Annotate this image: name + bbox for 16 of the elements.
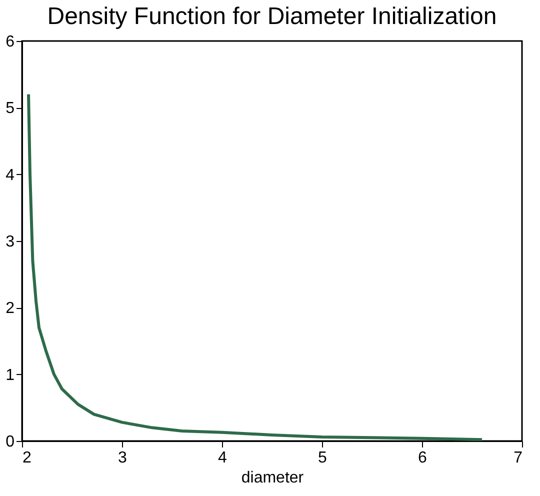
x-tick-label: 3 [118,450,128,466]
x-tick-label: 2 [22,450,32,466]
x-axis-title: diameter [241,470,304,486]
y-tick-label: 4 [6,166,15,184]
chart-title: Density Function for Diameter Initialization [47,3,497,30]
x-tick-label: 6 [418,450,428,466]
y-tick-label: 5 [6,100,15,118]
x-tick-label: 7 [514,450,523,466]
y-tick-label: 6 [6,34,15,50]
y-tick-label: 2 [6,300,15,318]
x-tick-label: 5 [318,450,328,466]
x-tick-label: 4 [218,450,228,466]
y-tick-label: 3 [6,234,15,250]
y-tick-label: 0 [6,434,15,450]
line-series [27,92,484,441]
y-tick-label: 1 [6,366,15,384]
